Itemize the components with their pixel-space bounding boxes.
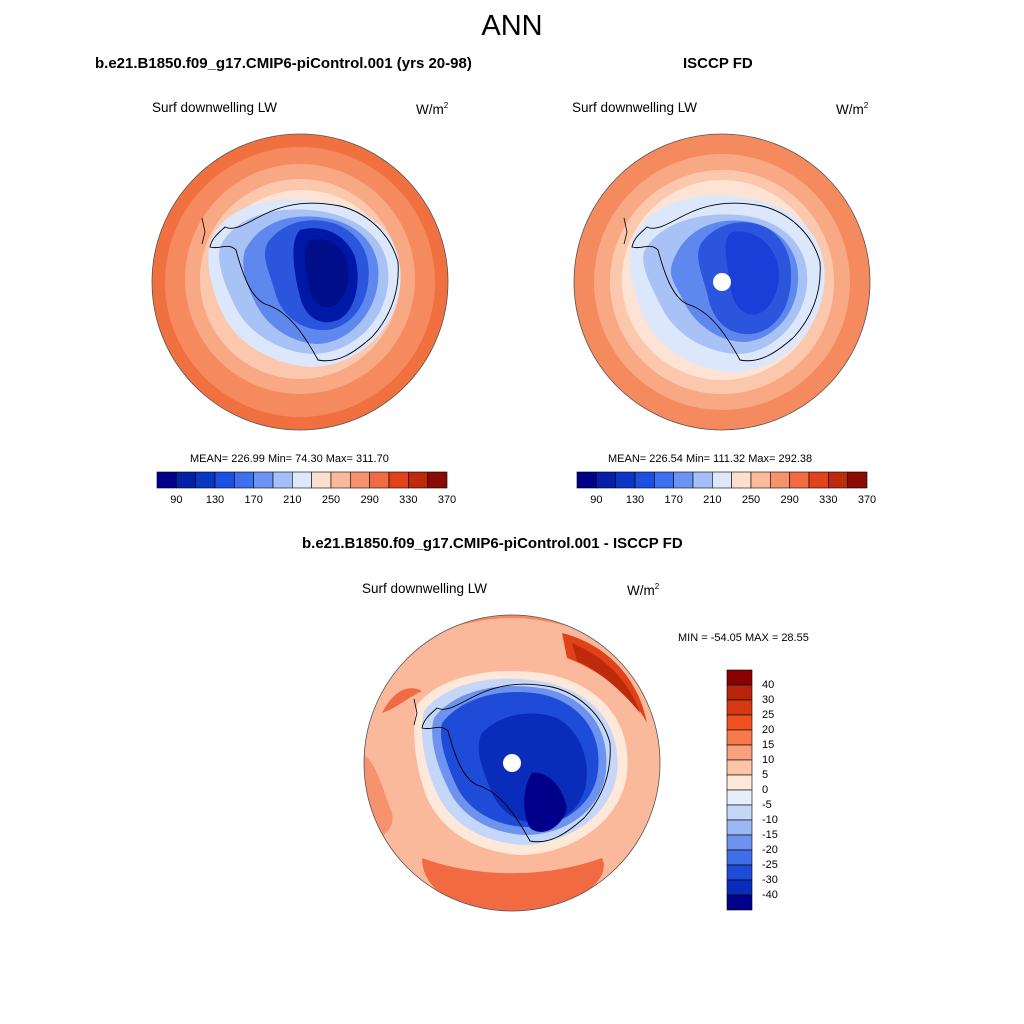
colorbar-tick-label: -20: [762, 844, 778, 856]
colorbar-tick-label: -30: [762, 874, 778, 886]
colorbar-tick-label: 370: [437, 494, 457, 506]
colorbar-tick-label: 5: [762, 769, 769, 781]
colorbar-box: [292, 471, 312, 489]
colorbar-box: [253, 471, 274, 489]
colorbar-tick-label: 130: [625, 494, 645, 506]
panel1-units: W/m2: [416, 101, 449, 117]
colorbar-box: [195, 471, 216, 489]
colorbar-tick-label: -15: [762, 829, 778, 841]
main-title: ANN: [481, 10, 543, 42]
panel3-colorbar: [726, 669, 753, 911]
colorbar-box: [408, 471, 428, 489]
colorbar-box: [176, 471, 196, 489]
colorbar-box: [350, 471, 370, 489]
colorbar-box: [634, 471, 655, 489]
panel2-units: W/m2: [836, 101, 869, 117]
colorbar-tick-label: -25: [762, 859, 778, 871]
colorbar-box: [214, 471, 235, 489]
colorbar-box: [427, 471, 448, 489]
colorbar-box: [673, 471, 694, 489]
panel3-polar-map: [363, 614, 661, 912]
panel1-colorbar-ticks: 90 130 170 210 250 290 330 370: [157, 494, 456, 508]
colorbar-box: [156, 471, 177, 489]
colorbar-tick-label: 250: [321, 494, 341, 506]
colorbar-tick-label: 250: [741, 494, 761, 506]
panel3-title: b.e21.B1850.f09_g17.CMIP6-piControl.001 …: [302, 535, 683, 552]
colorbar-box: [726, 714, 753, 731]
panel2-colorbar-ticks: 90 130 170 210 250 290 330 370: [577, 494, 876, 508]
colorbar-tick-label: 30: [762, 694, 775, 706]
colorbar-box: [272, 471, 293, 489]
colorbar-tick-label: 40: [762, 679, 775, 691]
colorbar-box: [726, 834, 753, 851]
panel1-stats: MEAN= 226.99 Min= 74.30 Max= 311.70: [190, 453, 389, 465]
colorbar-box: [726, 699, 753, 716]
colorbar-box: [750, 471, 771, 489]
colorbar-box: [615, 471, 636, 489]
panel3-colorbar-ticks: 40 30 25 20 15 10 5 0 -5 -10 -15 -20 -25 -30 -40: [758, 670, 798, 910]
colorbar-tick-label: -40: [762, 889, 778, 901]
colorbar-tick-label: 330: [819, 494, 838, 506]
colorbar-box: [808, 471, 829, 489]
colorbar-tick-label: 20: [762, 724, 775, 736]
colorbar-box: [726, 774, 753, 791]
colorbar-tick-label: 0: [762, 784, 769, 796]
colorbar-box: [726, 819, 753, 836]
colorbar-tick-label: -5: [762, 799, 772, 811]
colorbar-box: [576, 471, 597, 489]
colorbar-box: [596, 471, 616, 489]
colorbar-box: [330, 471, 351, 489]
panel1-colorbar: [156, 471, 448, 489]
colorbar-box: [770, 471, 790, 489]
panel1-variable-label: Surf downwelling LW: [152, 100, 278, 115]
colorbar-box: [828, 471, 848, 489]
colorbar-box: [726, 879, 753, 896]
colorbar-tick-label: 370: [857, 494, 877, 506]
colorbar-box: [234, 471, 254, 489]
colorbar-box: [712, 471, 732, 489]
colorbar-box: [726, 864, 753, 881]
colorbar-box: [388, 471, 409, 489]
colorbar-box: [847, 471, 868, 489]
colorbar-tick-label: 25: [762, 709, 775, 721]
colorbar-tick-label: 170: [664, 494, 683, 506]
colorbar-tick-label: -10: [762, 814, 778, 826]
colorbar-box: [731, 471, 752, 489]
colorbar-tick-label: 330: [399, 494, 418, 506]
colorbar-box: [726, 894, 753, 911]
colorbar-tick-label: 10: [762, 754, 775, 766]
colorbar-box: [369, 471, 390, 489]
colorbar-box: [789, 471, 810, 489]
panel2-stats: MEAN= 226.54 Min= 111.32 Max= 292.38: [608, 453, 813, 465]
colorbar-box: [726, 804, 753, 821]
colorbar-box: [726, 744, 753, 761]
panel3-units: W/m2: [627, 582, 660, 598]
colorbar-box: [692, 471, 713, 489]
colorbar-tick-label: 130: [205, 494, 225, 506]
colorbar-box: [726, 789, 753, 806]
colorbar-box: [654, 471, 674, 489]
panel3-stats: MIN = -54.05 MAX = 28.55: [678, 632, 809, 644]
colorbar-tick-label: 290: [780, 494, 799, 506]
colorbar-tick-label: 15: [762, 739, 775, 751]
colorbar-box: [726, 849, 753, 866]
colorbar-tick-label: 90: [590, 494, 603, 506]
colorbar-box: [726, 669, 753, 686]
panel2-variable-label: Surf downwelling LW: [572, 100, 698, 115]
panel2-colorbar: [576, 471, 868, 489]
colorbar-tick-label: 290: [360, 494, 379, 506]
colorbar-box: [726, 729, 753, 746]
panel2-title: ISCCP FD: [683, 55, 753, 72]
colorbar-tick-label: 210: [283, 494, 302, 506]
colorbar-tick-label: 90: [170, 494, 183, 506]
colorbar-tick-label: 170: [244, 494, 263, 506]
colorbar-tick-label: 210: [703, 494, 722, 506]
colorbar-box: [311, 471, 332, 489]
panel1-title: b.e21.B1850.f09_g17.CMIP6-piControl.001 …: [95, 55, 472, 72]
panel3-variable-label: Surf downwelling LW: [362, 581, 488, 596]
panel2-polar-map: [573, 133, 871, 431]
panel1-polar-map: [151, 133, 449, 431]
colorbar-box: [726, 759, 753, 776]
colorbar-box: [726, 684, 753, 701]
